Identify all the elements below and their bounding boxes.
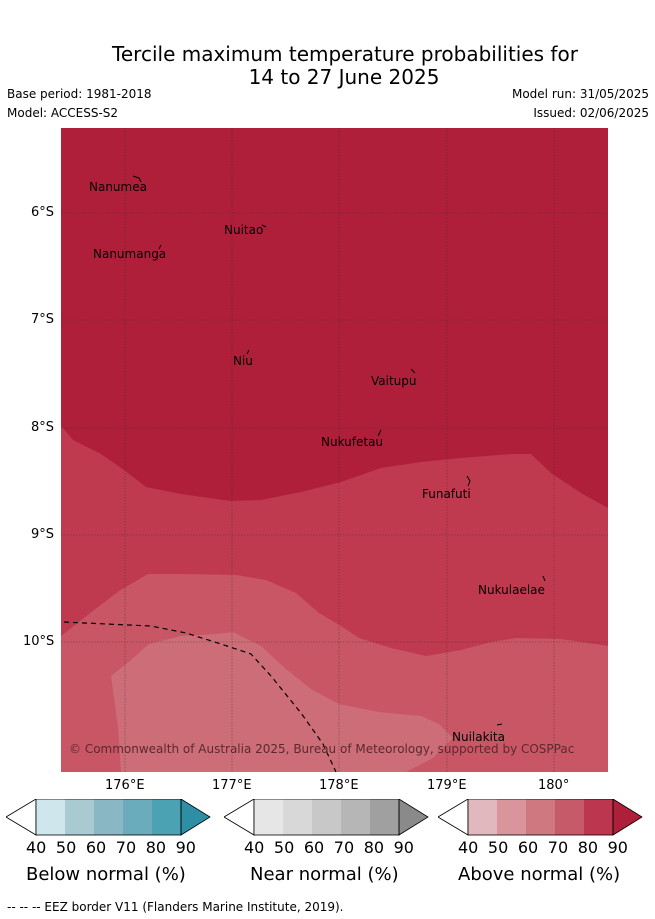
colorbar-near bbox=[224, 799, 429, 836]
tick-60: 60 bbox=[85, 838, 107, 857]
colorbar-below-ticks: 40 50 60 70 80 90 bbox=[26, 838, 196, 857]
model-name: Model: ACCESS-S2 bbox=[7, 106, 119, 120]
lon-label-179e: 179°E bbox=[427, 778, 467, 793]
lat-label-10s: 10°S bbox=[23, 634, 55, 649]
issued-date: Issued: 02/06/2025 bbox=[533, 106, 649, 120]
tick-60: 60 bbox=[517, 838, 539, 857]
place-nuilakita: Nuilakita bbox=[452, 730, 505, 744]
model-run: Model run: 31/05/2025 bbox=[511, 87, 649, 101]
eez-border bbox=[63, 621, 337, 772]
lat-label-7s: 7°S bbox=[31, 312, 55, 327]
place-funafuti: Funafuti bbox=[422, 487, 471, 501]
place-nukufetau: Nukufetau bbox=[321, 435, 384, 449]
lat-label-9s: 9°S bbox=[31, 527, 55, 542]
tick-50: 50 bbox=[487, 838, 509, 857]
base-period: Base period: 1981-2018 bbox=[7, 87, 152, 101]
lat-label-8s: 8°S bbox=[31, 420, 55, 435]
colorbar-above-label: Above normal (%) bbox=[458, 864, 621, 885]
tick-60: 60 bbox=[303, 838, 325, 857]
island-outlines bbox=[132, 175, 546, 726]
tick-40: 40 bbox=[458, 838, 479, 857]
tick-40: 40 bbox=[244, 838, 265, 857]
grid-lines bbox=[61, 128, 608, 772]
colorbar-near-ticks: 40 50 60 70 80 90 bbox=[244, 838, 414, 857]
colorbar-below-label: Below normal (%) bbox=[26, 864, 186, 885]
map-title-line2: 14 to 27 June 2025 bbox=[248, 65, 440, 89]
zone-above-60 bbox=[111, 632, 453, 772]
tick-80: 80 bbox=[577, 838, 599, 857]
place-nanumea: Nanumea bbox=[89, 180, 147, 194]
place-nanumanga: Nanumanga bbox=[93, 247, 167, 261]
lon-label-180: 180° bbox=[538, 778, 570, 793]
colorbar-above-ticks: 40 50 60 70 80 90 bbox=[458, 838, 628, 857]
lon-label-177e: 177°E bbox=[212, 778, 252, 793]
tick-70: 70 bbox=[115, 838, 137, 857]
tick-70: 70 bbox=[333, 838, 355, 857]
place-vaitupu: Vaitupu bbox=[371, 374, 417, 388]
tick-70: 70 bbox=[547, 838, 569, 857]
tick-40: 40 bbox=[26, 838, 47, 857]
tick-90: 90 bbox=[607, 838, 628, 857]
lon-label-176e: 176°E bbox=[105, 778, 145, 793]
lon-label-178e: 178°E bbox=[319, 778, 359, 793]
place-nukulaelae: Nukulaelae bbox=[478, 583, 545, 597]
colorbar-below bbox=[6, 799, 211, 836]
colorbar-near-label: Near normal (%) bbox=[250, 864, 399, 885]
place-nuitao: Nuitao bbox=[224, 223, 264, 237]
colorbar-above bbox=[438, 799, 643, 836]
copyright-notice: © Commonwealth of Australia 2025, Bureau… bbox=[69, 742, 575, 756]
lat-label-6s: 6°S bbox=[31, 205, 55, 220]
tick-80: 80 bbox=[363, 838, 385, 857]
tick-50: 50 bbox=[55, 838, 77, 857]
tick-90: 90 bbox=[175, 838, 196, 857]
place-niu: Niu bbox=[233, 354, 253, 368]
tick-80: 80 bbox=[145, 838, 167, 857]
probability-map bbox=[61, 128, 608, 772]
eez-border-legend: -- -- -- EEZ border V11 (Flanders Marine… bbox=[7, 900, 344, 914]
tick-50: 50 bbox=[273, 838, 295, 857]
map-title-line1: Tercile maximum temperature probabilitie… bbox=[112, 42, 578, 66]
tick-90: 90 bbox=[393, 838, 414, 857]
